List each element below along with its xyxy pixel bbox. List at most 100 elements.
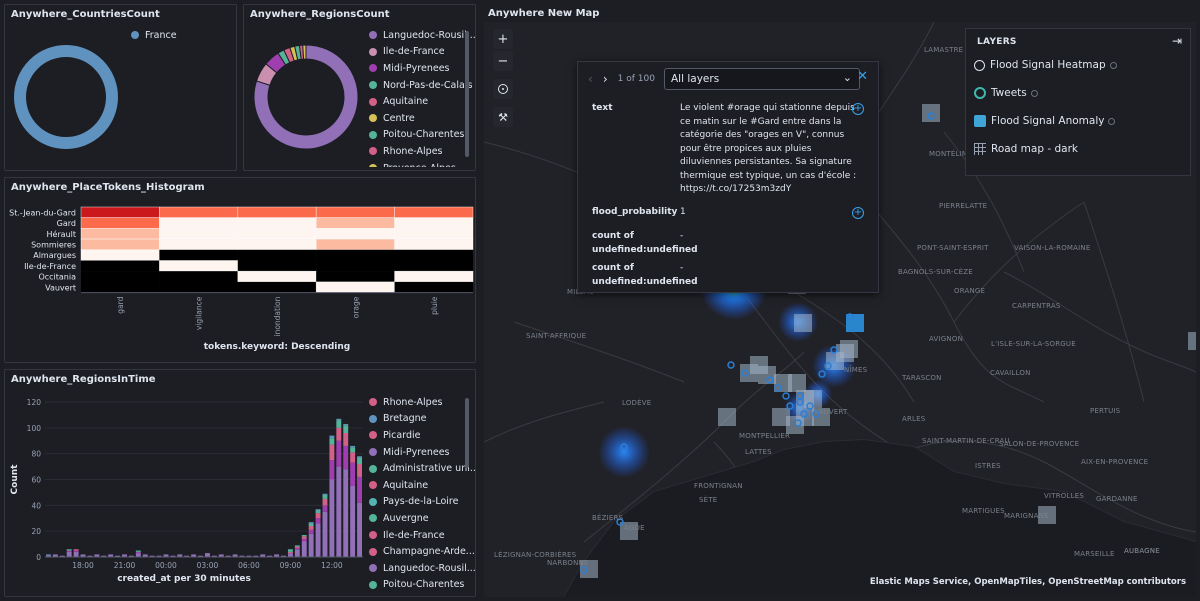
- bar-segment[interactable]: [73, 551, 79, 557]
- legend-item[interactable]: Picardie: [369, 427, 475, 444]
- legend-item[interactable]: Aquitaine: [369, 477, 475, 494]
- bar-segment[interactable]: [94, 554, 100, 557]
- zoom-out-button[interactable]: −: [493, 51, 513, 71]
- tweet-marker[interactable]: [766, 376, 774, 384]
- bar-segment[interactable]: [101, 555, 107, 557]
- heatmap-cell[interactable]: [237, 206, 317, 218]
- bar-segment[interactable]: [87, 555, 93, 557]
- legend-item[interactable]: Aquitaine: [369, 93, 475, 110]
- legend-item[interactable]: Languedoc-Rousil...: [369, 560, 475, 577]
- bar-segment[interactable]: [322, 495, 328, 499]
- heatmap-cell[interactable]: [316, 249, 395, 261]
- close-icon[interactable]: ✕: [857, 69, 868, 84]
- reset-view-button[interactable]: [493, 79, 513, 99]
- bar-segment[interactable]: [343, 425, 349, 433]
- bar-segment[interactable]: [357, 502, 362, 557]
- heatmap-cell[interactable]: [237, 281, 317, 293]
- tweet-marker[interactable]: [580, 566, 588, 574]
- tweet-marker[interactable]: [616, 518, 624, 526]
- bar-segment[interactable]: [205, 553, 210, 557]
- heatmap-cell[interactable]: [394, 238, 474, 251]
- bar-segment[interactable]: [239, 555, 245, 557]
- bar-segment[interactable]: [329, 438, 335, 445]
- legend-item[interactable]: Pays-de-la-Loire: [369, 494, 475, 511]
- bar-segment[interactable]: [315, 509, 321, 511]
- bar-segment[interactable]: [287, 553, 293, 557]
- bar-segment[interactable]: [322, 511, 328, 557]
- bar-segment[interactable]: [322, 493, 328, 495]
- bar-segment[interactable]: [301, 538, 307, 542]
- tweet-marker[interactable]: [774, 384, 782, 392]
- zoom-in-button[interactable]: +: [493, 29, 513, 49]
- heatmap-cell[interactable]: [394, 260, 473, 272]
- tweet-marker[interactable]: [782, 392, 790, 400]
- heatmap-cell[interactable]: [315, 206, 395, 218]
- legend-scrollbar[interactable]: [465, 398, 469, 468]
- legend-item[interactable]: Poitou-Charentes: [369, 127, 475, 144]
- heatmap-cell[interactable]: [159, 271, 238, 282]
- heatmap-cell[interactable]: [237, 270, 317, 283]
- bar-segment[interactable]: [308, 529, 314, 534]
- heatmap-cell[interactable]: [394, 217, 474, 229]
- anomaly-cell[interactable]: [758, 366, 776, 384]
- anomaly-cell[interactable]: [1188, 332, 1196, 350]
- bar-segment[interactable]: [274, 554, 280, 557]
- bar-segment[interactable]: [329, 444, 335, 461]
- bar-segment[interactable]: [336, 427, 342, 441]
- legend-item[interactable]: Auvergne: [369, 510, 475, 527]
- bar-segment[interactable]: [142, 554, 148, 557]
- layer-item[interactable]: Flood Signal Anomaly: [974, 115, 1116, 127]
- bar-segment[interactable]: [156, 555, 162, 557]
- bar-segment[interactable]: [128, 555, 134, 557]
- bar-segment[interactable]: [170, 555, 176, 557]
- bar-segment[interactable]: [246, 555, 252, 557]
- bar-segment[interactable]: [73, 549, 79, 551]
- legend-item[interactable]: Centre: [369, 110, 475, 127]
- heatmap-cell[interactable]: [316, 271, 395, 282]
- bar-segment[interactable]: [80, 554, 86, 557]
- layer-item[interactable]: Tweets: [974, 87, 1038, 99]
- bar-segment[interactable]: [350, 485, 356, 557]
- anomaly-cell[interactable]: [1038, 506, 1056, 524]
- legend-item[interactable]: Bretagne: [369, 411, 475, 428]
- heatmap-cell[interactable]: [394, 249, 473, 261]
- legend-item[interactable]: Administrative uni...: [369, 460, 475, 477]
- bar-segment[interactable]: [322, 498, 328, 506]
- tweet-marker[interactable]: [806, 402, 814, 410]
- bar-segment[interactable]: [308, 522, 314, 524]
- legend-item[interactable]: Ile-de-France: [369, 44, 475, 61]
- bar-segment[interactable]: [322, 505, 328, 512]
- bar-segment[interactable]: [46, 554, 51, 556]
- bar-segment[interactable]: [163, 554, 169, 557]
- bar-segment[interactable]: [315, 513, 321, 519]
- heatmap-cell[interactable]: [80, 249, 160, 261]
- add-filter-icon[interactable]: +: [852, 207, 864, 219]
- tweet-marker[interactable]: [846, 313, 854, 321]
- legend-item[interactable]: Midi-Pyrenees: [369, 444, 475, 461]
- legend-scrollbar[interactable]: [465, 31, 469, 157]
- bar-segment[interactable]: [357, 457, 362, 464]
- bar-segment[interactable]: [115, 555, 121, 557]
- heatmap-cell[interactable]: [159, 238, 239, 251]
- legend-item[interactable]: Ile-de-France: [369, 527, 475, 544]
- donut-slice[interactable]: [14, 45, 118, 149]
- heatmap-cell[interactable]: [237, 249, 317, 261]
- heatmap-cell[interactable]: [159, 217, 239, 229]
- bar-segment[interactable]: [108, 554, 114, 557]
- tweet-marker[interactable]: [818, 370, 826, 378]
- bar-segment[interactable]: [135, 551, 141, 554]
- bar-segment[interactable]: [122, 554, 127, 557]
- heatmap-cell[interactable]: [394, 228, 474, 240]
- bar-segment[interactable]: [350, 447, 356, 453]
- bar-segment[interactable]: [191, 554, 197, 557]
- bar-segment[interactable]: [343, 445, 349, 470]
- heatmap-cell[interactable]: [159, 260, 239, 272]
- tweet-marker[interactable]: [786, 402, 794, 410]
- collapse-panel-icon[interactable]: ⇥: [1171, 34, 1182, 48]
- bar-segment[interactable]: [294, 545, 300, 547]
- anomaly-cell[interactable]: [840, 340, 858, 358]
- anomaly-cell[interactable]: [620, 522, 638, 540]
- bar-segment[interactable]: [315, 510, 321, 514]
- heatmap-cell[interactable]: [159, 206, 239, 218]
- layer-item[interactable]: Flood Signal Heatmap: [974, 59, 1117, 71]
